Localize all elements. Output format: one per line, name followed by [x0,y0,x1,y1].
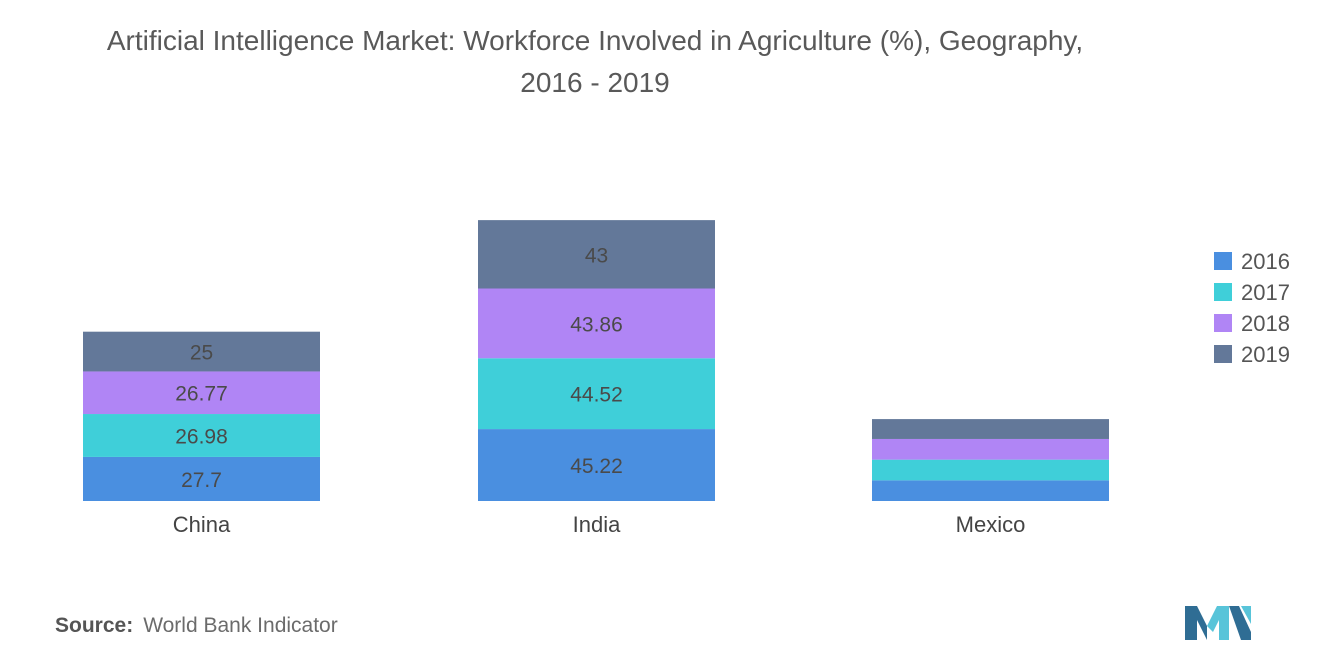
legend-swatch-2016 [1214,252,1232,270]
data-label-india-2019: 43 [585,244,608,267]
bar-mexico-2016 [872,480,1109,501]
source-text: World Bank Indicator [143,614,338,637]
data-label-india-2018: 43.86 [570,313,623,336]
mordor-intelligence-logo-icon [1185,606,1251,640]
bar-china-2018 [83,371,320,415]
chart-title-line1: Artificial Intelligence Market: Workforc… [106,25,1084,56]
legend-label-2017: 2017 [1241,280,1290,305]
bar-india-2019 [478,220,715,289]
bar-china-2017 [83,414,320,457]
bar-china-2019 [83,331,320,372]
chart-title: Artificial Intelligence Market: Workforc… [0,20,1190,104]
source-label: Source: [55,614,134,637]
source-note: Source: World Bank Indicator [55,614,338,638]
bar-mexico-2019 [872,419,1109,439]
legend-swatch-2018 [1214,314,1232,332]
x-tick-label-mexico: Mexico [956,512,1026,537]
data-label-china-2016: 27.7 [181,469,222,492]
legend-swatch-2017 [1214,283,1232,301]
bar-india-2016 [478,429,715,501]
bar-mexico-2018 [872,438,1109,460]
data-label-india-2017: 44.52 [570,384,623,407]
data-label-china-2018: 26.77 [175,383,228,406]
legend-swatch-2019 [1214,345,1232,363]
x-tick-label-india: India [573,512,621,537]
bar-mexico-2017 [872,459,1109,481]
chart-title-line2: 2016 - 2019 [520,67,670,98]
legend-label-2018: 2018 [1241,311,1290,336]
x-tick-label-china: China [173,512,231,537]
data-label-india-2016: 45.22 [570,455,623,478]
data-label-china-2019: 25 [190,342,213,365]
legend-label-2016: 2016 [1241,249,1290,274]
bar-india-2018 [478,288,715,359]
bar-india-2017 [478,358,715,430]
data-label-china-2017: 26.98 [175,425,228,448]
legend-label-2019: 2019 [1241,342,1290,367]
bar-china-2016 [83,456,320,501]
